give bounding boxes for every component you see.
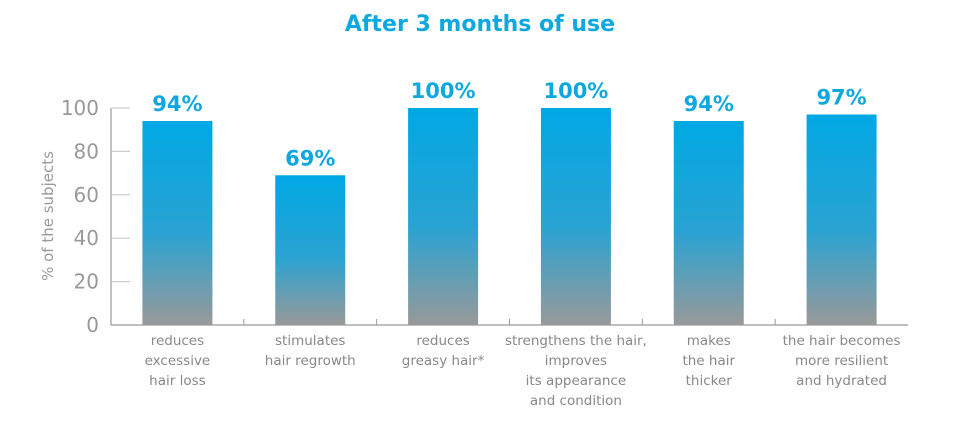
x-tick-label: its appearance (526, 373, 626, 389)
x-tick-label: stimulates (275, 333, 345, 349)
x-tick-label: thicker (686, 373, 733, 389)
x-tick-label: hair regrowth (265, 353, 356, 369)
x-tick-label: the hair (682, 353, 735, 369)
y-tick-label: 0 (86, 313, 99, 337)
x-tick-label: greasy hair* (402, 353, 485, 369)
data-label: 100% (411, 79, 476, 103)
x-tick-label: hair loss (149, 373, 206, 389)
x-tick-label: more resilient (795, 353, 888, 369)
data-label: 94% (684, 92, 734, 116)
bar (540, 108, 611, 325)
chart-title: After 3 months of use (344, 12, 616, 37)
y-tick-label: 60 (74, 183, 99, 207)
x-tick-label: and condition (530, 393, 622, 409)
x-tick-label: improves (545, 353, 607, 369)
x-tick-label: reduces (151, 333, 204, 349)
x-tick-label: the hair becomes (783, 333, 901, 349)
y-axis-label: % of the subjects (39, 151, 57, 281)
data-label: 97% (816, 86, 866, 110)
y-tick-label: 40 (74, 226, 99, 250)
bar (408, 108, 479, 325)
x-tick-label: excessive (145, 353, 211, 369)
x-tick-label: reduces (416, 333, 469, 349)
y-tick-label: 100 (61, 96, 99, 120)
bar (275, 175, 346, 325)
x-tick-label: strengthens the hair, (505, 333, 647, 349)
data-label: 100% (543, 79, 608, 103)
bar (142, 121, 213, 326)
y-tick-label: 20 (74, 270, 99, 294)
x-tick-label: and hydrated (796, 373, 887, 389)
bar (806, 114, 877, 325)
x-tick-label: makes (687, 333, 731, 349)
data-label: 94% (152, 92, 202, 116)
data-label: 69% (285, 146, 335, 170)
y-tick-label: 80 (74, 139, 99, 163)
bar (673, 121, 744, 326)
